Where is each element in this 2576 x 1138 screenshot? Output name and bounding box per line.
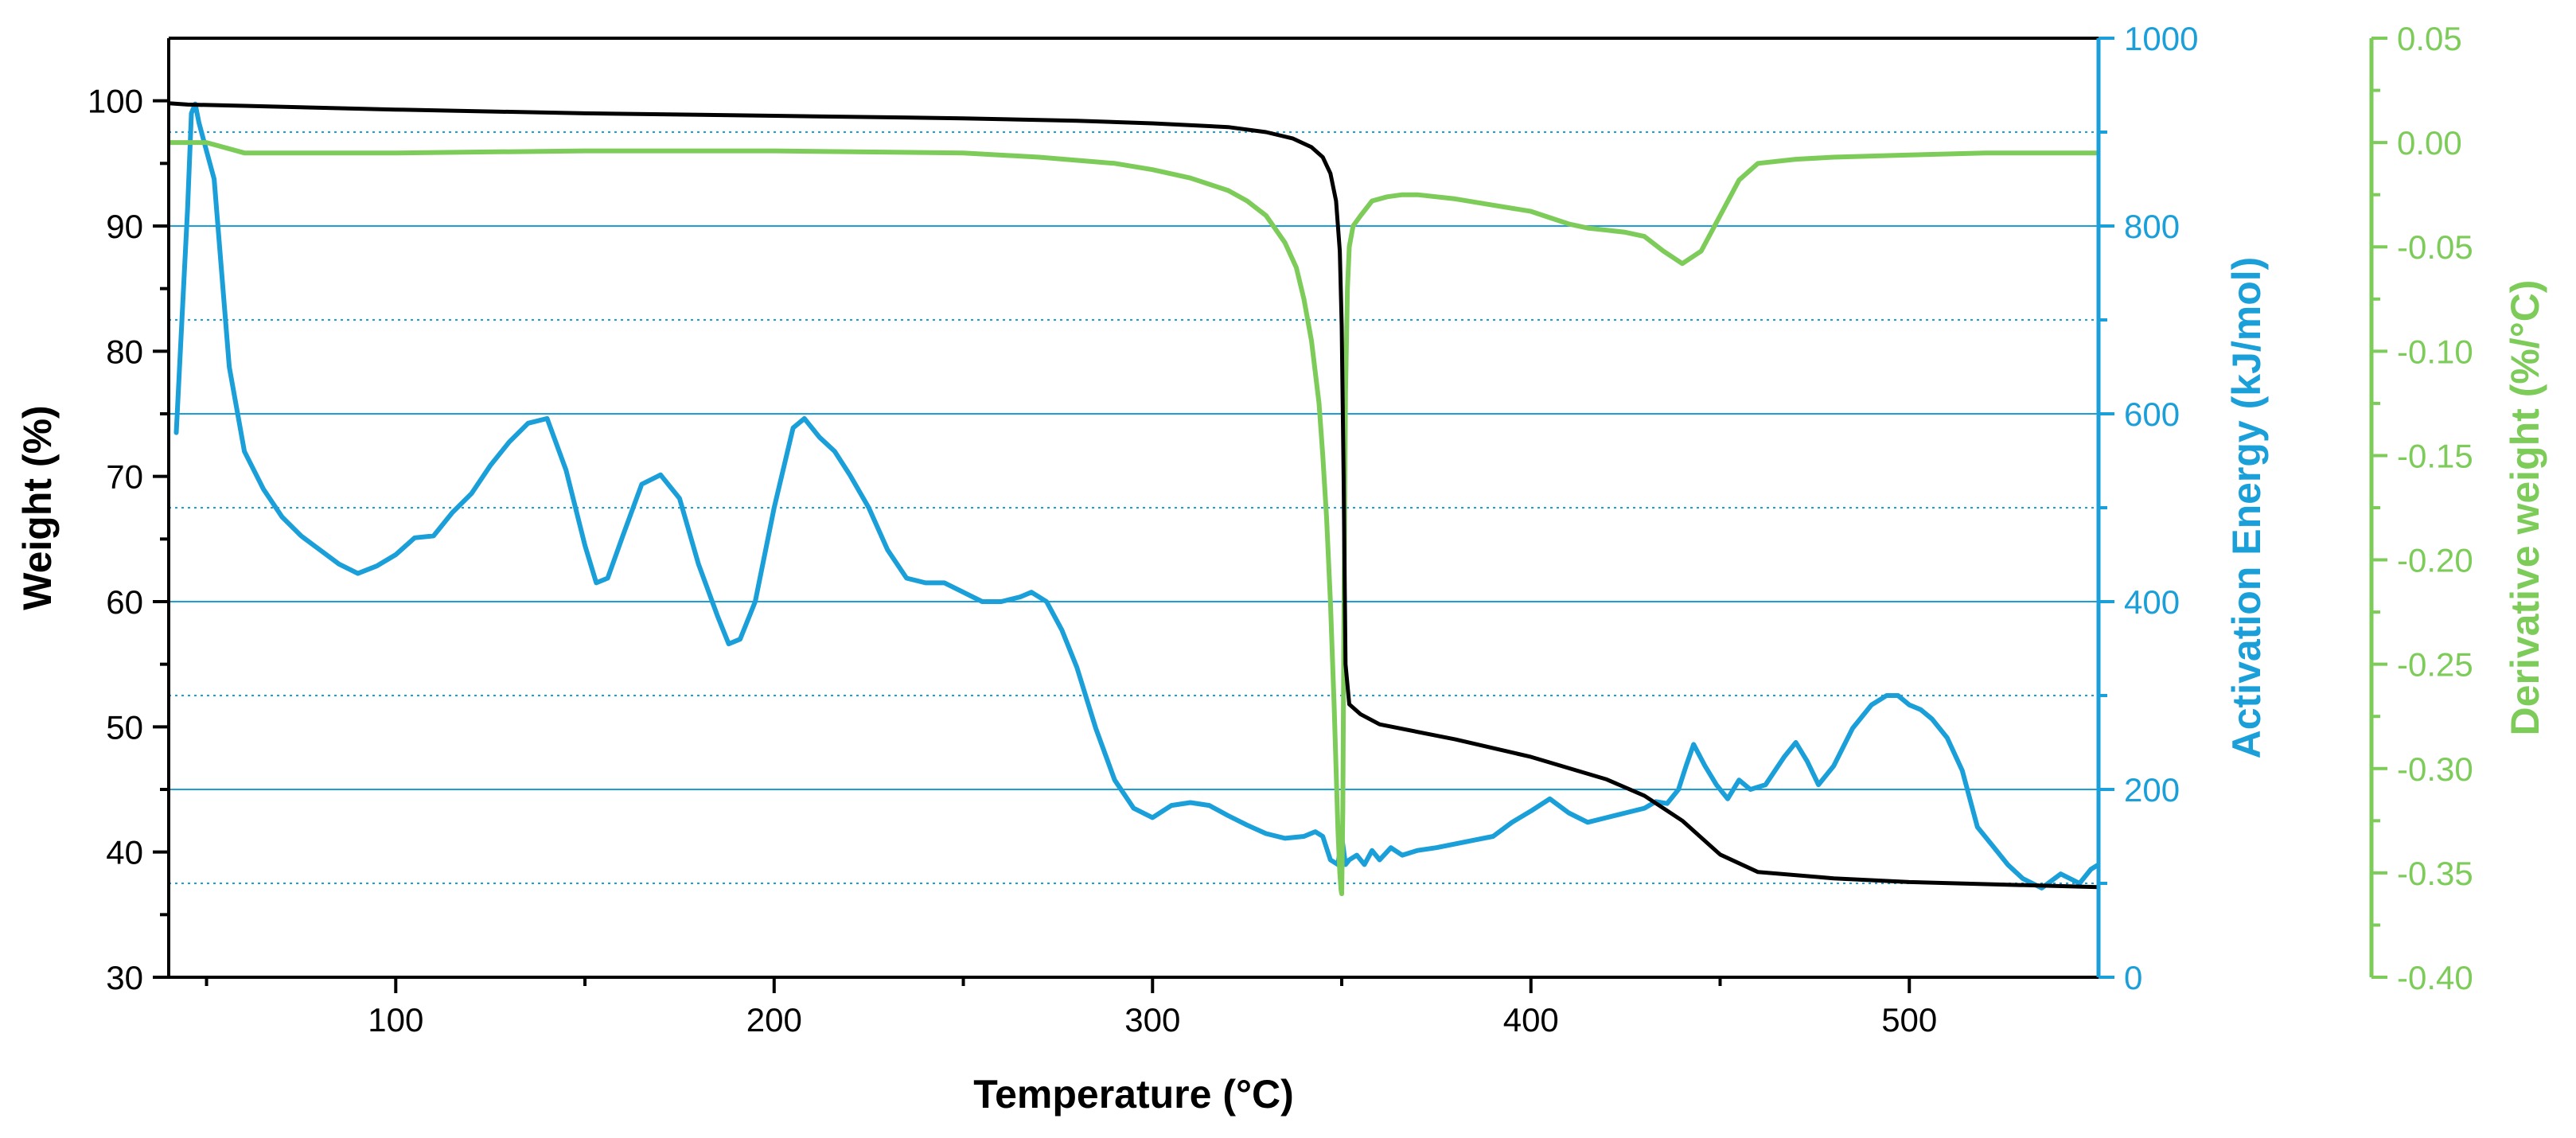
weight-tick-label: 50 [106,708,143,746]
activation-tick-label: 0 [2124,959,2142,996]
activation-tick-label: 1000 [2124,20,2198,57]
axes-layer: 100 200 300 400 500 Temperature (°C) 30 40 50 60 7… [15,20,2547,1117]
x-tick-label: 500 [1881,1001,1937,1039]
activation-axis-title: Activation Energy (kJ/mol) [2224,257,2269,759]
activation-tick-label: 200 [2124,771,2180,809]
derivative-tick-label: -0.30 [2397,750,2473,788]
derivative-axis-title: Derivative weight (%/°C) [2503,280,2547,736]
derivative-tick-label: 0.05 [2397,20,2462,57]
activation-tick-label: 600 [2124,396,2180,433]
x-tick-label: 300 [1124,1001,1180,1039]
weight-tick-label: 60 [106,583,143,621]
activation-tick-label: 800 [2124,208,2180,245]
x-tick-label: 400 [1503,1001,1559,1039]
weight-tick-label: 40 [106,834,143,871]
series-layer [169,101,2099,897]
weight-tick-label: 80 [106,333,143,370]
x-tick-label: 200 [746,1001,802,1039]
x-axis-title: Temperature (°C) [973,1072,1293,1117]
derivative-tick-label: -0.35 [2397,855,2473,892]
weight-tick-label: 90 [106,208,143,245]
series-line-activation [173,101,2099,891]
weight-tick-label: 30 [106,959,143,996]
series-line-weight [169,101,2099,890]
series-line-derivative [169,140,2099,897]
derivative-tick-label: 0.00 [2397,124,2462,162]
weight-axis-title: Weight (%) [15,405,60,610]
derivative-tick-label: -0.05 [2397,228,2473,266]
derivative-tick-label: -0.10 [2397,333,2473,370]
weight-tick-label: 70 [106,458,143,496]
x-tick-label: 100 [368,1001,423,1039]
derivative-tick-label: -0.25 [2397,646,2473,684]
activation-tick-label: 400 [2124,583,2180,621]
derivative-tick-label: -0.40 [2397,959,2473,996]
derivative-tick-label: -0.20 [2397,542,2473,579]
derivative-tick-label: -0.15 [2397,437,2473,474]
weight-tick-label: 100 [88,83,143,120]
grid-lines [169,131,2099,884]
